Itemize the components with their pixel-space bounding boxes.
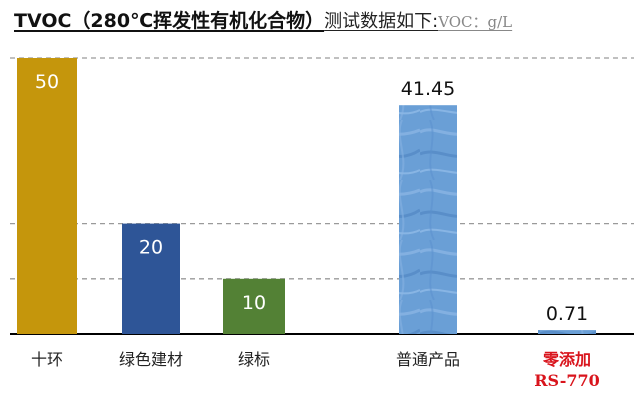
- category-label-2: 绿标: [238, 350, 270, 369]
- category-label-3: 普通产品: [396, 350, 460, 369]
- category-label-0: 十环: [31, 350, 63, 369]
- value-labels: 50 20 10 41.45 0.71: [35, 71, 588, 325]
- value-label-4: 0.71: [546, 303, 588, 325]
- category-label-4-line-0: 零添加: [542, 350, 591, 369]
- value-label-0: 50: [35, 71, 59, 93]
- bar-4: [538, 330, 596, 334]
- gridlines: [10, 57, 634, 280]
- bar-2: [223, 278, 285, 334]
- chart-title-row: TVOC（280℃挥发性有机化合物）测试数据如下:VOC：g/L: [14, 6, 634, 36]
- bar-3: [399, 105, 457, 334]
- bar-0: [17, 58, 77, 334]
- unit-label: VOC：g/L: [438, 13, 513, 31]
- value-label-2: 10: [242, 292, 266, 314]
- value-label-3: 41.45: [401, 78, 455, 100]
- chart-title: TVOC（280℃挥发性有机化合物）: [14, 10, 325, 32]
- category-label-1: 绿色建材: [119, 350, 183, 369]
- category-labels: 十环 绿色建材 绿标 普通产品 零添加 RS-770: [31, 350, 600, 390]
- value-label-1: 20: [139, 237, 163, 259]
- bar-1: [122, 223, 180, 334]
- bars: [17, 58, 596, 334]
- category-label-4-line-1: RS-770: [534, 371, 599, 390]
- chart-subtitle: 测试数据如下:: [324, 11, 439, 32]
